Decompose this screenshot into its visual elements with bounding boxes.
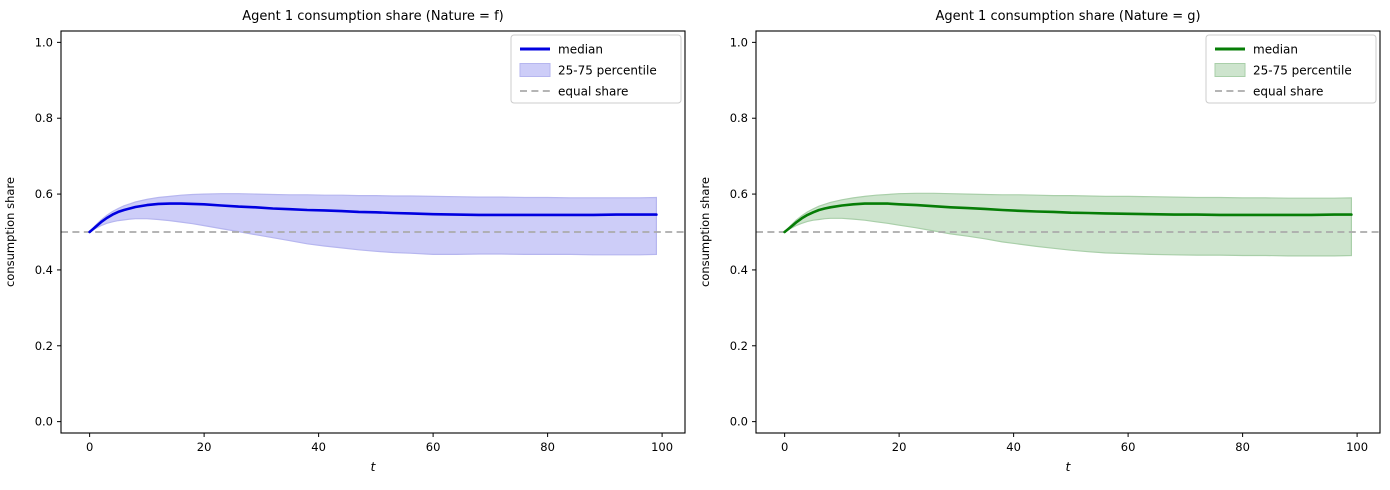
axes-frame	[60, 30, 686, 434]
y-tick-label: 0.2	[35, 339, 53, 353]
y-tick-label: 0.4	[730, 263, 748, 277]
chart-title: Agent 1 consumption share (Nature = f)	[242, 9, 503, 24]
legend-percentile-swatch	[519, 63, 551, 77]
x-tick-label: 40	[311, 440, 326, 454]
y-axis-label: consumption share	[698, 177, 712, 287]
y-tick-label: 0.8	[730, 111, 748, 125]
x-tick-label: 80	[1235, 440, 1250, 454]
x-tick-label: 20	[892, 440, 907, 454]
legend-box	[1205, 34, 1377, 104]
legend: median 25-75 percentile equal share	[1205, 34, 1377, 104]
axes-frame	[755, 30, 1381, 434]
median-line	[783, 202, 1353, 234]
x-axis-label: t	[1066, 459, 1072, 474]
y-tick-label: 0.6	[35, 187, 53, 201]
x-tick-label: 60	[1121, 440, 1136, 454]
chart-svg-nature-f: 0 20 40 60 80 100 0.0 0.2 0.4 0.6 0.8 1.0 Agent 1 co…	[3, 9, 686, 474]
y-tick-label: 0.4	[35, 263, 53, 277]
chart-svg-nature-g: 0 20 40 60 80 100 0.0 0.2 0.4 0.6 0.8 1.0 Agent 1 co…	[698, 9, 1381, 474]
legend-label: equal share	[558, 85, 628, 99]
y-tick-label: 1.0	[730, 35, 748, 49]
x-axis-label: t	[371, 459, 377, 474]
x-tick-label: 40	[1006, 440, 1021, 454]
x-tick-label: 0	[86, 440, 93, 454]
percentile-band	[89, 193, 657, 256]
y-tick-label: 0.0	[35, 415, 53, 429]
chart-panel-nature-f: 0 20 40 60 80 100 0.0 0.2 0.4 0.6 0.8 1.0 Agent 1 co…	[3, 9, 686, 474]
y-tick-label: 0.6	[730, 187, 748, 201]
x-tick-label: 60	[426, 440, 441, 454]
x-tick-label: 80	[540, 440, 555, 454]
legend-label: 25-75 percentile	[1253, 64, 1352, 78]
x-tick-label: 100	[1346, 440, 1368, 454]
legend-box	[510, 34, 682, 104]
y-tick-label: 0.2	[730, 339, 748, 353]
y-tick-label: 1.0	[35, 35, 53, 49]
legend-percentile-swatch	[1214, 63, 1246, 77]
legend-label: median	[558, 43, 603, 57]
x-tick-label: 20	[197, 440, 212, 454]
percentile-band	[784, 192, 1352, 257]
median-line	[88, 202, 658, 234]
legend-label: equal share	[1253, 85, 1323, 99]
y-tick-label: 0.8	[35, 111, 53, 125]
legend: median 25-75 percentile equal share	[510, 34, 682, 104]
x-tick-label: 100	[651, 440, 673, 454]
x-tick-label: 0	[781, 440, 788, 454]
y-tick-label: 0.0	[730, 415, 748, 429]
chart-panel-nature-g: 0 20 40 60 80 100 0.0 0.2 0.4 0.6 0.8 1.0 Agent 1 co…	[695, 0, 1390, 490]
y-axis-label: consumption share	[3, 177, 17, 287]
legend-label: 25-75 percentile	[558, 64, 657, 78]
legend-label: median	[1253, 43, 1298, 57]
chart-title: Agent 1 consumption share (Nature = g)	[935, 9, 1200, 24]
